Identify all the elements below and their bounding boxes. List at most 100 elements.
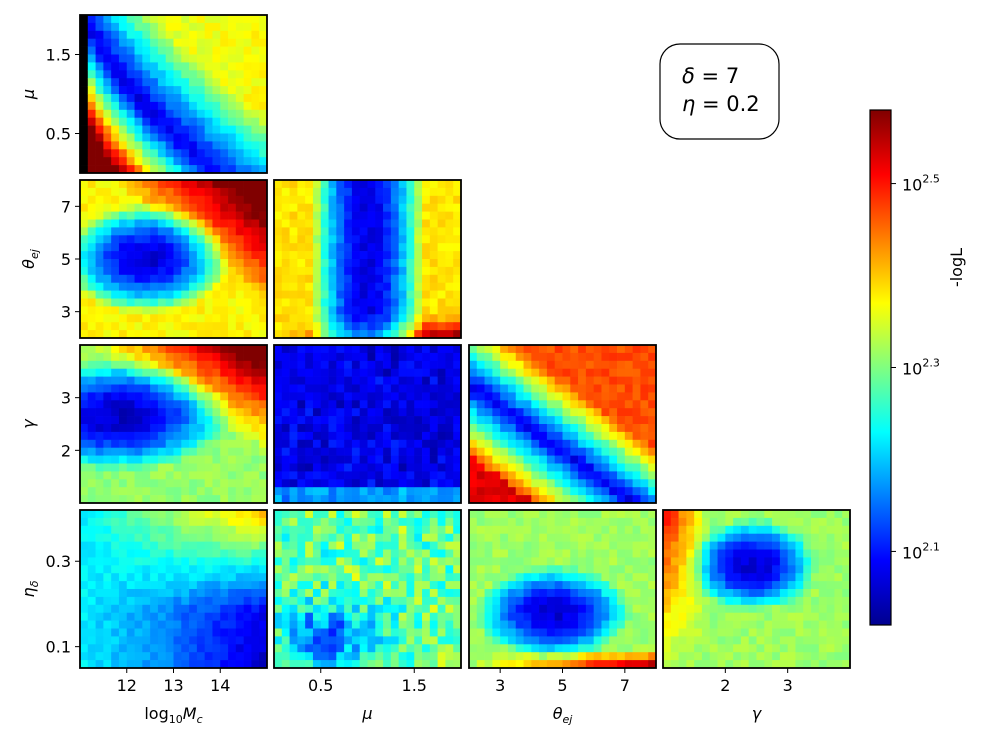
heatmap-cell xyxy=(701,581,711,590)
heatmap-cell xyxy=(103,54,112,63)
heatmap-cell xyxy=(80,424,89,433)
heatmap-cell xyxy=(351,628,361,637)
heatmap-cell xyxy=(165,541,174,550)
heatmap-cell xyxy=(134,533,143,542)
heatmap-cell xyxy=(429,266,438,276)
heatmap-cell xyxy=(375,596,384,606)
heatmap-cell xyxy=(243,38,252,47)
heatmap-cell xyxy=(469,510,478,519)
heatmap-cell xyxy=(725,636,734,645)
heatmap-cell xyxy=(243,70,252,79)
heatmap-cell xyxy=(445,187,454,197)
heatmap-cell xyxy=(173,392,182,401)
heatmap-cell xyxy=(251,612,260,621)
heatmap-cell xyxy=(617,345,626,354)
heatmap-cell xyxy=(453,203,462,212)
heatmap-cell xyxy=(212,290,221,299)
heatmap-cell xyxy=(367,557,376,566)
heatmap-cell xyxy=(632,525,641,535)
heatmap-cell xyxy=(640,431,649,441)
heatmap-cell xyxy=(157,533,167,542)
heatmap-cell xyxy=(670,620,679,629)
heatmap-panel-theta_ej-vs-eta_delta xyxy=(468,509,657,669)
heatmap-cell xyxy=(437,368,446,377)
heatmap-cell xyxy=(181,573,190,582)
heatmap-cell xyxy=(640,487,649,496)
heatmap-cell xyxy=(251,525,260,535)
heatmap-cell xyxy=(274,424,283,433)
heatmap-cell xyxy=(142,203,151,212)
heatmap-cell xyxy=(578,525,587,535)
heatmap-cell xyxy=(437,227,446,236)
heatmap-cell xyxy=(165,589,174,598)
heatmap-cell xyxy=(570,589,579,598)
heatmap-cell xyxy=(181,70,190,79)
heatmap-cell xyxy=(709,533,718,542)
heatmap-cell xyxy=(150,125,159,134)
heatmap-cell xyxy=(748,541,757,550)
heatmap-cell xyxy=(87,157,96,166)
heatmap-cell xyxy=(336,471,345,480)
heatmap-cell xyxy=(173,345,182,354)
heatmap-cell xyxy=(740,628,750,637)
heatmap-cell xyxy=(189,187,198,197)
heatmap-cell xyxy=(842,620,851,629)
heatmap-cell xyxy=(818,525,827,535)
heatmap-cell xyxy=(740,604,750,614)
heatmap-cell xyxy=(274,251,283,260)
heatmap-cell xyxy=(126,368,135,377)
heatmap-cell xyxy=(111,368,120,377)
heatmap-cell xyxy=(375,541,384,550)
heatmap-cell xyxy=(414,581,423,590)
heatmap-cell xyxy=(142,149,151,158)
heatmap-cell xyxy=(297,447,306,456)
heatmap-cell xyxy=(111,266,120,276)
heatmap-cell xyxy=(469,620,478,629)
heatmap-cell xyxy=(601,533,610,542)
heatmap-cell xyxy=(398,533,407,542)
heatmap-cell xyxy=(476,439,485,449)
heatmap-cell xyxy=(531,589,540,598)
heatmap-cell xyxy=(398,195,407,205)
heatmap-cell xyxy=(492,408,501,417)
heatmap-cell xyxy=(126,165,135,174)
heatmap-cell xyxy=(359,636,368,645)
heatmap-cell xyxy=(803,533,812,542)
heatmap-cell xyxy=(398,352,407,362)
heatmap-cell xyxy=(259,282,268,291)
heatmap-cell xyxy=(406,424,415,433)
heatmap-cell xyxy=(640,549,649,558)
heatmap-cell xyxy=(305,439,314,449)
heatmap-cell xyxy=(259,86,268,95)
heatmap-cell xyxy=(320,589,329,598)
heatmap-cell xyxy=(383,447,392,456)
heatmap-cell xyxy=(476,360,485,370)
heatmap-cell xyxy=(476,533,485,542)
heatmap-cell xyxy=(165,517,174,527)
heatmap-cell xyxy=(359,565,368,574)
heatmap-cell xyxy=(320,298,329,307)
heatmap-cell xyxy=(678,573,687,582)
heatmap-cell xyxy=(709,541,718,550)
heatmap-cell xyxy=(134,352,143,362)
heatmap-cell xyxy=(578,652,587,661)
heatmap-cell xyxy=(367,510,376,519)
heatmap-cell xyxy=(787,604,796,614)
heatmap-cell xyxy=(103,652,112,661)
heatmap-cell xyxy=(826,652,835,661)
heatmap-cell xyxy=(344,596,353,606)
heatmap-cell xyxy=(220,510,229,519)
heatmap-cell xyxy=(142,565,151,574)
heatmap-cell xyxy=(351,180,361,189)
heatmap-cell xyxy=(165,235,174,244)
heatmap-cell xyxy=(515,463,524,472)
heatmap-cell xyxy=(437,322,446,331)
heatmap-cell xyxy=(803,573,812,582)
heatmap-cell xyxy=(251,133,260,142)
heatmap-cell xyxy=(686,612,695,621)
heatmap-cell xyxy=(406,322,415,331)
heatmap-cell xyxy=(181,22,190,32)
heatmap-cell xyxy=(570,573,579,582)
heatmap-cell xyxy=(344,227,353,236)
heatmap-cell xyxy=(632,573,641,582)
